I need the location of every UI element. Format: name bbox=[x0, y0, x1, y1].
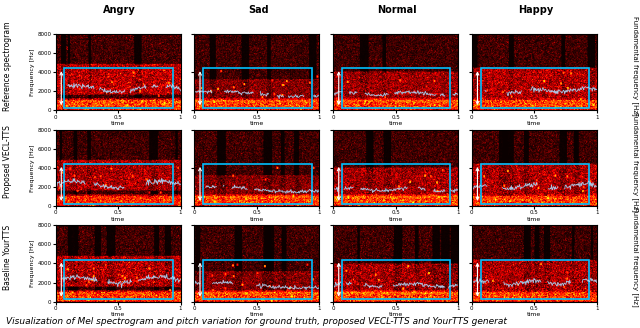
Bar bbox=[481, 260, 589, 299]
Bar bbox=[65, 68, 173, 108]
Text: Sad: Sad bbox=[248, 5, 269, 14]
X-axis label: time: time bbox=[111, 312, 125, 317]
Bar bbox=[342, 260, 451, 299]
Bar bbox=[203, 68, 312, 108]
Text: Fundamental frequency [Hz]: Fundamental frequency [Hz] bbox=[632, 112, 639, 212]
X-axis label: time: time bbox=[388, 312, 403, 317]
X-axis label: time: time bbox=[388, 121, 403, 126]
Bar bbox=[342, 164, 451, 204]
Text: Fundamental frequency [Hz]: Fundamental frequency [Hz] bbox=[632, 207, 639, 307]
X-axis label: time: time bbox=[250, 312, 264, 317]
Bar bbox=[481, 68, 589, 108]
Text: Baseline YourTTS: Baseline YourTTS bbox=[3, 225, 12, 290]
Bar bbox=[65, 164, 173, 204]
X-axis label: time: time bbox=[250, 121, 264, 126]
X-axis label: time: time bbox=[250, 217, 264, 222]
Bar bbox=[481, 164, 589, 204]
X-axis label: time: time bbox=[527, 217, 541, 222]
Bar bbox=[203, 164, 312, 204]
Text: Normal: Normal bbox=[377, 5, 417, 14]
Bar bbox=[342, 68, 451, 108]
Bar bbox=[203, 260, 312, 299]
Text: Happy: Happy bbox=[518, 5, 554, 14]
Y-axis label: Frequency [Hz]: Frequency [Hz] bbox=[29, 49, 35, 96]
X-axis label: time: time bbox=[111, 121, 125, 126]
X-axis label: time: time bbox=[527, 312, 541, 317]
Bar bbox=[65, 260, 173, 299]
Y-axis label: Frequency [Hz]: Frequency [Hz] bbox=[29, 240, 35, 287]
Text: Reference spectrogram: Reference spectrogram bbox=[3, 21, 12, 111]
X-axis label: time: time bbox=[527, 121, 541, 126]
Y-axis label: Frequency [Hz]: Frequency [Hz] bbox=[29, 144, 35, 192]
Text: Proposed VECL-TTS: Proposed VECL-TTS bbox=[3, 125, 12, 198]
X-axis label: time: time bbox=[388, 217, 403, 222]
Text: Visualization of Mel spectrogram and pitch variation for ground truth, proposed : Visualization of Mel spectrogram and pit… bbox=[6, 318, 508, 326]
X-axis label: time: time bbox=[111, 217, 125, 222]
Text: Angry: Angry bbox=[103, 5, 136, 14]
Text: Fundamental frequency [Hz]: Fundamental frequency [Hz] bbox=[632, 16, 639, 116]
